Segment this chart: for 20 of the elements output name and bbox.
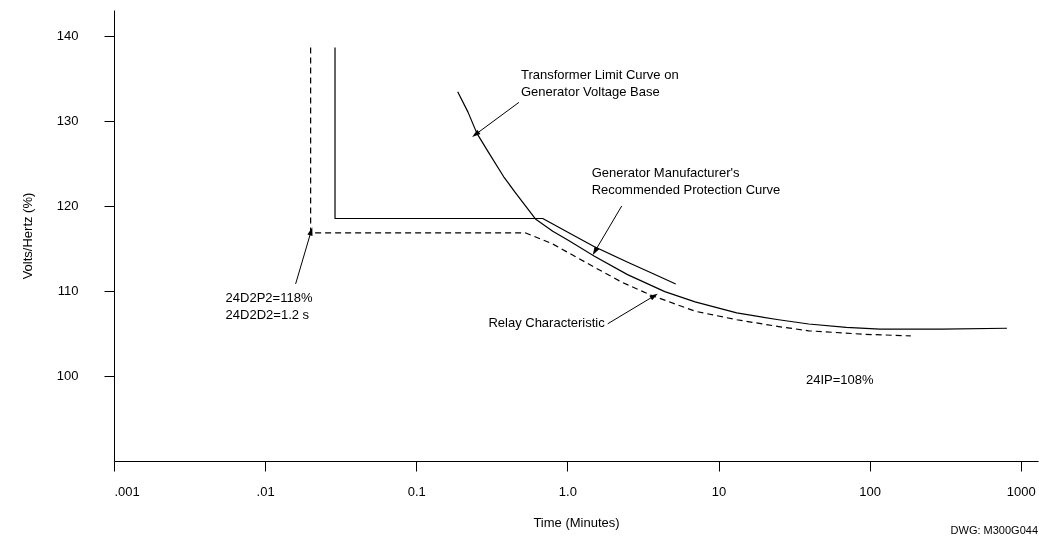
- x-tick-label: .001: [114, 483, 140, 499]
- x-tick-label: 1.0: [558, 483, 577, 499]
- y-tick-label: 120: [56, 198, 79, 214]
- y-axis-title: Volts/Hertz (%): [19, 192, 35, 280]
- y-tick-label: 130: [56, 113, 79, 129]
- y-tick-label: 110: [57, 283, 79, 299]
- x-tick-label: 0.1: [407, 483, 426, 499]
- annotation: Relay Characteristic: [488, 314, 606, 330]
- annotation: 24IP=108%: [806, 372, 875, 387]
- x-tick-label: 100: [859, 483, 881, 499]
- annotation: Generator Manufacturer's Recommended Protection Curve: [591, 164, 781, 197]
- annotation: Transformer Limit Curve on Generator Voltage Base: [520, 67, 679, 100]
- x-tick-label: .01: [256, 483, 275, 499]
- annotation: 24D2P2=118% 24D2D2=1.2 s: [225, 289, 313, 322]
- x-tick-label: 1000: [1006, 483, 1036, 499]
- x-tick-label: 10: [711, 483, 727, 499]
- x-axis-title: Time (Minutes): [533, 514, 620, 530]
- text: DWG: M300G044: [950, 524, 1038, 536]
- y-tick-label: 140: [56, 28, 79, 44]
- y-tick-label: 100: [56, 368, 79, 384]
